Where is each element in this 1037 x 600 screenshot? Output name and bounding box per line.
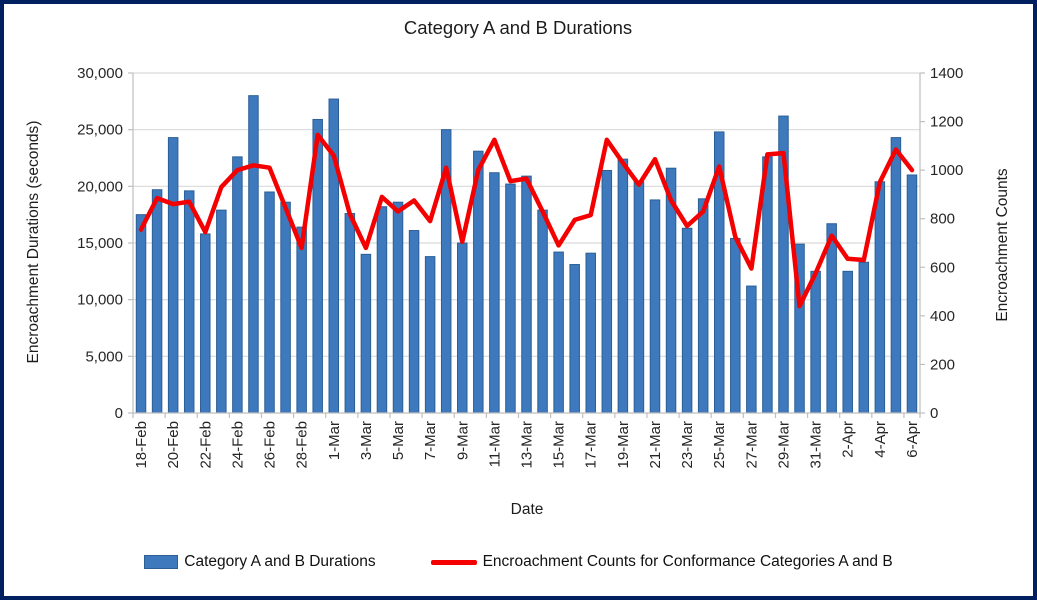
counts-line [138,132,915,309]
x-tick-label: 22-Feb [197,421,214,469]
bar-5-Mar [392,201,404,414]
bar-15-Mar [553,251,564,414]
bar-1-Apr [826,223,837,414]
bar-12-Mar [505,183,516,414]
x-tick-label: 3-Mar [358,421,375,460]
bar-22-Feb [200,233,211,414]
right-tick-label: 200 [930,356,955,373]
legend-item-durations: Category A and B Durations [144,553,376,571]
bar-21-Feb [183,190,195,414]
right-tick-label: 1400 [930,65,963,82]
bar-21-Mar [649,199,661,414]
bar-31-Mar [810,270,821,414]
bar-28-Mar [762,156,773,414]
bar-20-Feb [167,137,179,414]
bar-2-Apr [842,270,853,414]
x-tick-label: 29-Mar [775,421,792,469]
left-tick-label: 0 [115,405,123,422]
x-tick-label: 6-Apr [904,421,921,458]
bar-24-Mar [697,198,709,414]
legend-label-counts: Encroachment Counts for Conformance Cate… [482,553,893,570]
x-tick-label: 27-Mar [743,421,760,469]
bar-26-Feb [264,191,275,414]
bar-19-Feb [151,189,163,414]
left-axis-title: Encroachment Durations (seconds) [25,120,42,364]
right-tick-label: 600 [930,259,955,276]
x-tick-label: 20-Feb [165,421,182,469]
bar-2-Mar [344,213,356,414]
x-tick-label: 13-Mar [519,421,536,469]
x-tick-label: 9-Mar [454,421,471,460]
x-tick-label: 11-Mar [486,421,503,467]
bar-20-Mar [633,181,645,414]
line-series-swatch [430,559,477,565]
legend-label-durations: Category A and B Durations [184,553,376,570]
bar-23-Feb [216,209,227,414]
x-tick-label: 28-Feb [294,421,311,469]
bar-9-Mar [457,242,468,414]
right-tick-label: 1200 [930,114,963,131]
x-tick-label: 5-Mar [390,421,407,460]
bar-25-Feb [248,95,259,414]
bar-27-Feb [280,201,291,414]
right-axis-title: Encroachment Counts [994,168,1011,322]
bar-4-Mar [376,206,388,414]
bar-28-Feb [296,226,307,414]
x-tick-label: 26-Feb [262,421,279,469]
right-tick-label: 1000 [930,162,963,179]
bar-16-Mar [569,264,580,414]
left-tick-label: 30,000 [77,65,123,82]
left-tick-label: 5,000 [85,348,123,365]
legend-item-counts: Encroachment Counts for Conformance Cate… [430,553,893,571]
bar-24-Feb [232,156,243,414]
left-tick-label: 10,000 [77,292,123,309]
x-axis-title: Date [510,501,544,518]
x-tick-label: 1-Mar [326,421,343,460]
bar-27-Mar [746,285,757,414]
bar-13-Mar [521,175,532,414]
bar-23-Mar [681,227,693,414]
legend: Category A and B Durations Encroachment … [4,553,1033,571]
bar-3-Mar [360,253,372,414]
x-tick-label: 17-Mar [583,421,600,469]
x-tick-label: 4-Apr [872,421,889,458]
bar-17-Mar [585,252,596,414]
x-tick-label: 18-Feb [133,421,150,469]
x-tick-label: 24-Feb [229,421,246,469]
bar-7-Mar [424,256,436,414]
bar-14-Mar [537,209,548,414]
right-tick-label: 400 [930,308,955,325]
x-tick-label: 2-Apr [840,421,857,458]
bar-5-Apr [890,137,902,414]
right-tick-label: 0 [930,405,938,422]
right-tick-label: 800 [930,211,955,228]
bar-6-Apr [906,174,918,414]
x-tick-label: 25-Mar [711,421,728,469]
bar-11-Mar [489,172,500,414]
left-tick-label: 15,000 [77,235,123,252]
x-tick-label: 15-Mar [551,421,568,469]
bar-3-Apr [858,261,870,414]
x-tick-label: 19-Mar [615,421,632,469]
chart-title: Category A and B Durations [403,17,633,38]
bar-1-Mar [328,98,340,414]
bar-series-swatch [144,555,179,569]
x-tick-label: 21-Mar [647,421,664,469]
bar-4-Apr [874,181,886,414]
left-tick-label: 20,000 [77,178,123,195]
bar-26-Mar [730,237,741,414]
bar-19-Mar [617,158,629,414]
x-tick-label: 23-Mar [679,421,696,469]
bar-18-Mar [601,169,613,414]
x-tick-label: 7-Mar [422,421,439,460]
bar-6-Mar [408,230,420,414]
bar-18-Feb [135,214,147,414]
left-tick-label: 25,000 [77,122,123,139]
x-tick-label: 31-Mar [808,421,825,469]
